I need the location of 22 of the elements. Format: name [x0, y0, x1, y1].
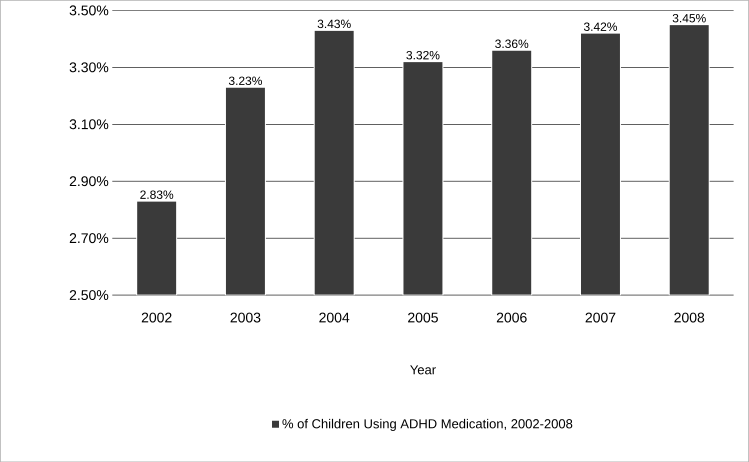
x-tick-label: 2003 [230, 312, 260, 322]
x-tick-label: 2005 [408, 312, 438, 322]
y-tick-label: 3.10% [70, 119, 108, 130]
x-tick-label: 2002 [142, 312, 172, 322]
y-tick-label: 2.50% [70, 290, 108, 300]
data-label: 3.43% [318, 19, 351, 28]
data-label: 3.23% [228, 76, 262, 85]
data-label: 2.83% [140, 190, 174, 199]
legend-label: % of Children Using ADHD Medication, 2002-2008 [282, 418, 572, 431]
x-tick-label: 2007 [586, 312, 616, 322]
data-label: 3.36% [495, 39, 528, 48]
x-tick-label: 2004 [319, 312, 350, 322]
y-tick-label: 2.90% [70, 176, 108, 186]
x-tick-label: 2006 [496, 312, 527, 322]
y-tick-label: 3.30% [70, 62, 108, 72]
y-tick-label: 2.70% [70, 233, 108, 243]
data-label: 3.45% [672, 14, 706, 22]
data-label: 3.32% [406, 50, 440, 60]
x-axis-title: Year [410, 365, 436, 374]
x-tick-label: 2008 [674, 312, 704, 322]
data-label: 3.42% [584, 22, 618, 31]
y-tick-label: 3.50% [70, 5, 108, 16]
